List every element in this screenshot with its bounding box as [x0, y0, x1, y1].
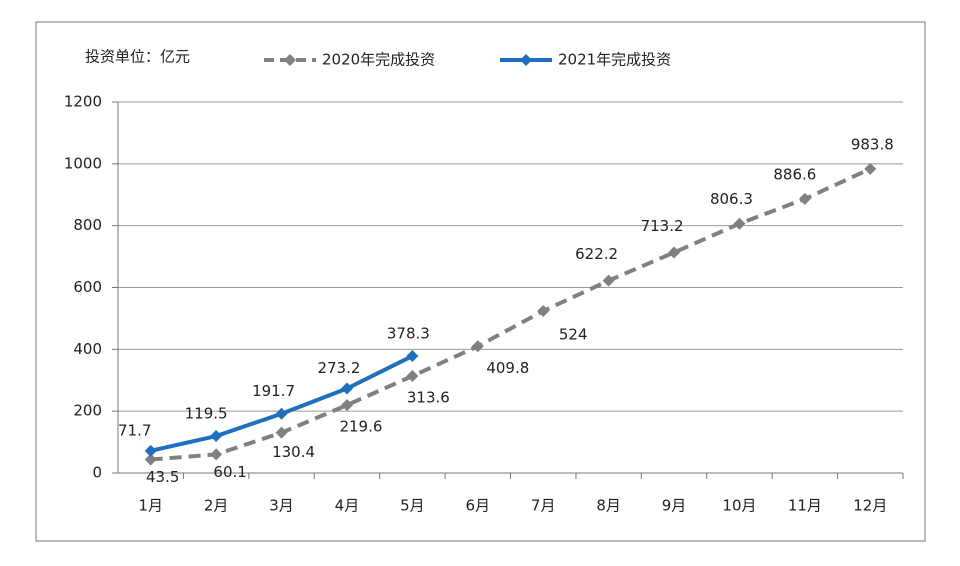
data-label: 130.4 [272, 443, 315, 461]
data-label: 378.3 [387, 325, 430, 343]
x-tick-label: 6月 [466, 497, 491, 515]
y-tick-label: 1000 [64, 154, 102, 172]
y-tick-label: 400 [73, 340, 102, 358]
data-label: 43.5 [146, 468, 179, 486]
unit-label: 投资单位：亿元 [85, 48, 190, 66]
data-point [275, 407, 288, 420]
x-tick-label: 5月 [400, 497, 425, 515]
data-point [275, 426, 288, 439]
x-tick-label: 3月 [269, 497, 294, 515]
x-tick-label: 8月 [596, 497, 621, 515]
data-point [340, 399, 353, 412]
x-tick-label: 7月 [531, 497, 556, 515]
data-point [864, 162, 877, 175]
data-label: 273.2 [317, 359, 360, 377]
y-tick-label: 200 [73, 402, 102, 420]
x-tick-label: 12月 [853, 497, 887, 515]
data-label: 71.7 [118, 421, 151, 439]
data-label: 524 [559, 325, 588, 343]
data-point [144, 453, 157, 466]
legend-label: 2020年完成投资 [322, 51, 435, 69]
chart-border [35, 21, 926, 542]
y-tick-label: 0 [92, 464, 102, 482]
series-line [150, 167, 872, 462]
x-tick-label: 1月 [138, 497, 163, 515]
data-point [144, 444, 157, 457]
y-tick-label: 600 [73, 278, 102, 296]
data-point [733, 217, 746, 230]
data-point [406, 350, 419, 363]
legend-label: 2021年完成投资 [558, 51, 671, 69]
x-tick-label: 2月 [204, 497, 229, 515]
data-point [210, 448, 223, 461]
data-label: 119.5 [185, 405, 228, 423]
data-label: 191.7 [252, 382, 295, 400]
data-point [406, 370, 419, 383]
x-tick-label: 4月 [335, 497, 360, 515]
x-tick-label: 11月 [788, 497, 822, 515]
data-label: 983.8 [851, 135, 894, 153]
data-point [340, 382, 353, 395]
data-point [798, 192, 811, 205]
data-label: 886.6 [773, 165, 816, 183]
data-point [537, 304, 550, 317]
data-point [668, 246, 681, 259]
y-tick-label: 1200 [64, 93, 102, 111]
data-label: 622.2 [575, 245, 618, 263]
data-label: 313.6 [407, 389, 450, 407]
data-label: 806.3 [710, 190, 753, 208]
data-point [471, 340, 484, 353]
x-tick-label: 9月 [662, 497, 687, 515]
x-tick-label: 10月 [722, 497, 756, 515]
data-label: 713.2 [641, 217, 684, 235]
data-label: 60.1 [213, 463, 246, 481]
data-point [210, 430, 223, 443]
legend-marker [520, 54, 532, 66]
data-label: 409.8 [486, 359, 529, 377]
y-tick-label: 800 [73, 216, 102, 234]
data-point [602, 274, 615, 287]
data-label: 219.6 [339, 418, 382, 436]
legend-marker [284, 54, 296, 66]
